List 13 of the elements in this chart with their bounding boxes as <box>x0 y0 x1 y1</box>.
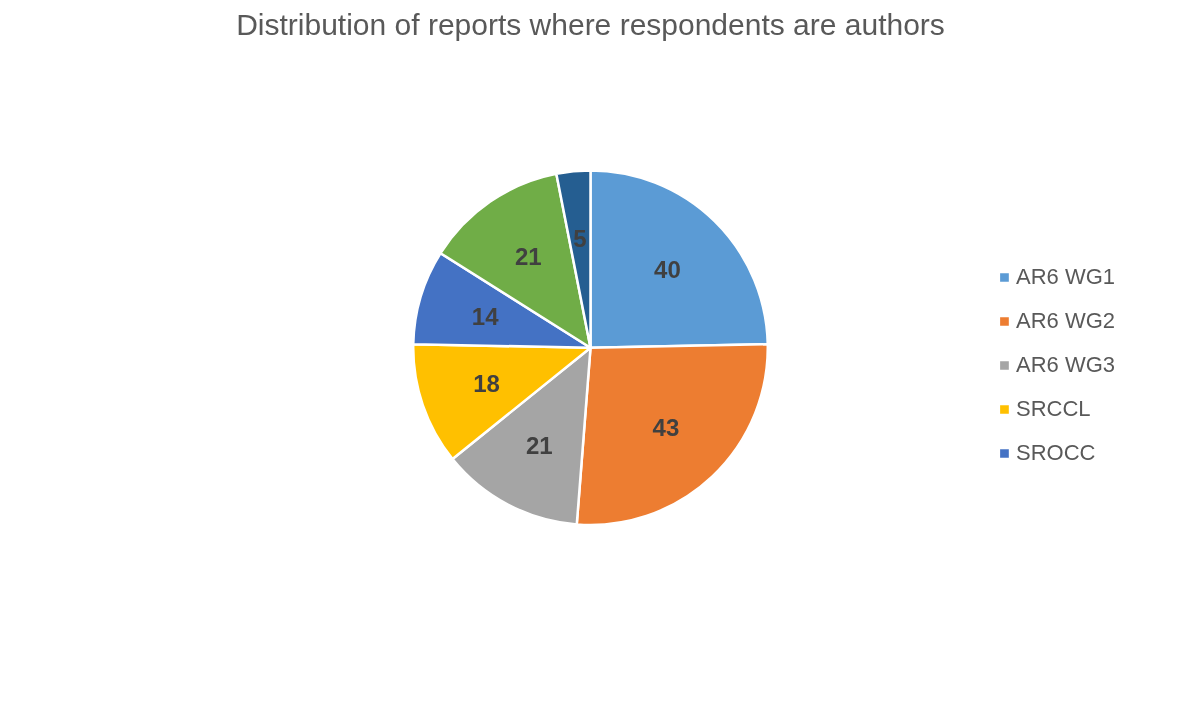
legend-label: SROCC <box>1015 440 1096 466</box>
legend-label: SRCCL <box>1015 396 1091 422</box>
data-label: 21 <box>525 431 553 459</box>
chart-title: Distribution of reports where respondents are authors <box>236 7 945 41</box>
data-label: 40 <box>654 255 681 283</box>
data-label: 43 <box>652 414 680 442</box>
legend-label: AR6 WG1 <box>1015 264 1115 290</box>
data-label: 5 <box>573 224 587 252</box>
legend-label: AR6 WG3 <box>1015 352 1115 378</box>
data-label: 14 <box>471 302 500 330</box>
data-label: 18 <box>473 369 500 397</box>
legend-label: AR6 WG2 <box>1015 308 1115 334</box>
data-label: 21 <box>514 243 542 271</box>
